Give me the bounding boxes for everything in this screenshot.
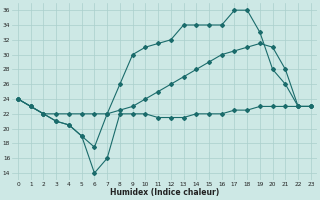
X-axis label: Humidex (Indice chaleur): Humidex (Indice chaleur) [110, 188, 219, 197]
